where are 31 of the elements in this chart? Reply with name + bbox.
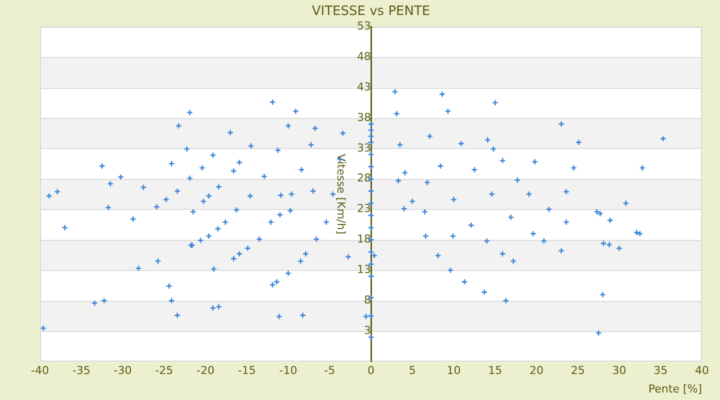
- x-axis-title: Pente [%]: [648, 382, 702, 396]
- x-tick-label: -10: [279, 364, 298, 378]
- y-tick-label: 53: [357, 19, 371, 32]
- y-tick-label: 13: [357, 263, 371, 276]
- x-tick-label: -5: [324, 364, 336, 378]
- y-axis-title: Vitesse [Km/h]: [334, 154, 348, 234]
- y-tick-label: 18: [357, 232, 371, 246]
- chart-title: VITESSE vs PENTE: [312, 4, 430, 20]
- y-tick-label: 23: [357, 202, 371, 216]
- y-tick-label: 28: [357, 172, 371, 185]
- x-tick-label: 25: [570, 364, 585, 378]
- x-tick-label: 30: [612, 364, 626, 378]
- x-tick-label: -15: [238, 364, 256, 378]
- x-tick-label: 15: [488, 364, 502, 378]
- x-tick-label: -35: [72, 364, 90, 378]
- y-tick-label: 48: [357, 50, 371, 63]
- y-tick-label: 8: [364, 294, 371, 307]
- x-tick-label: -30: [114, 364, 132, 378]
- x-tick-label: 5: [408, 364, 416, 378]
- y-tick-label: 33: [357, 141, 371, 154]
- x-tick-label: -40: [31, 364, 49, 378]
- y-tick-label: 3: [364, 324, 371, 338]
- x-tick-label: -25: [155, 364, 174, 378]
- x-tick-label: 40: [695, 364, 709, 378]
- x-tick-label: 35: [654, 364, 668, 378]
- y-tick-label: 43: [357, 80, 371, 94]
- x-tick-label: 0: [368, 364, 374, 378]
- y-tick-label: 38: [357, 110, 371, 124]
- x-tick-label: -20: [196, 364, 214, 378]
- x-tick-label: 10: [446, 364, 461, 378]
- x-tick-label: 20: [530, 364, 544, 378]
